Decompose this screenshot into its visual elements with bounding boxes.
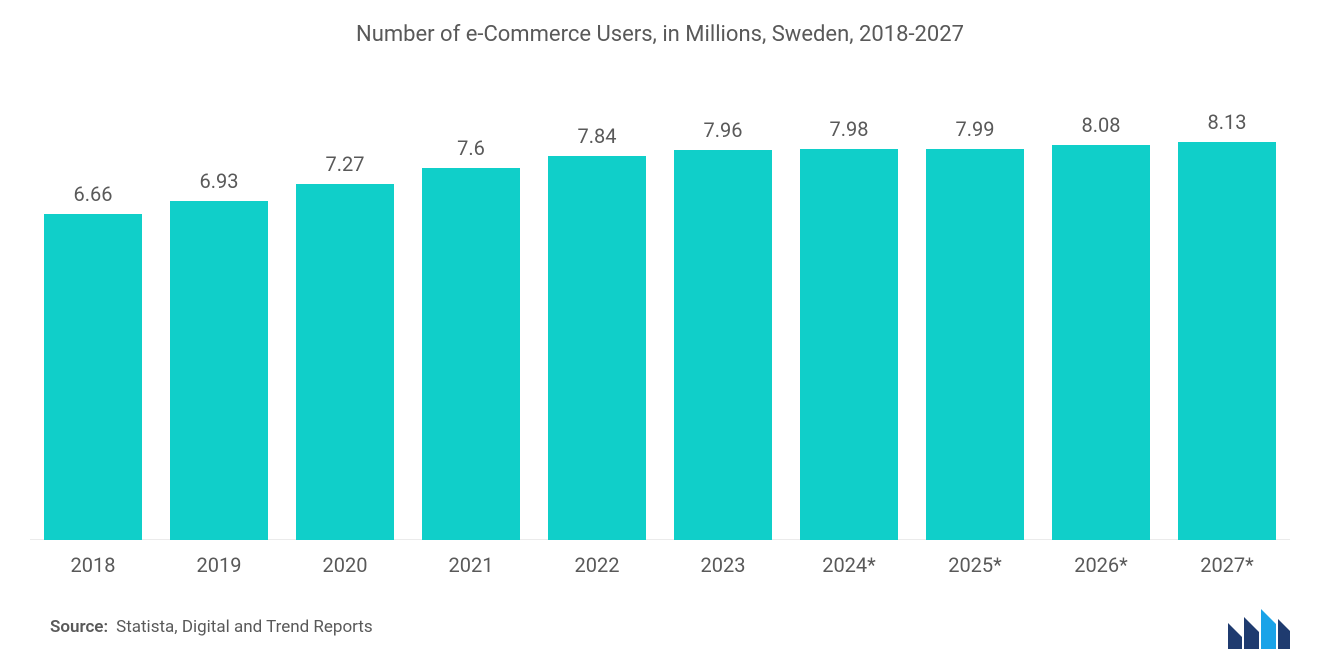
bar-group: 7.84 bbox=[534, 75, 660, 540]
x-axis-label: 2018 bbox=[30, 545, 156, 577]
chart-plot-area: 6.66 6.93 7.27 7.6 7.84 7.96 7.98 7.99 8.08 8.13 bbox=[30, 75, 1290, 540]
bar-value-label: 7.6 bbox=[457, 136, 485, 160]
source-footer: Source: Statista, Digital and Trend Repor… bbox=[50, 617, 373, 637]
bar-value-label: 7.98 bbox=[830, 117, 869, 141]
bar bbox=[1052, 145, 1150, 540]
bar-value-label: 8.13 bbox=[1208, 110, 1247, 134]
bar bbox=[548, 156, 646, 540]
bar bbox=[422, 168, 520, 540]
bar bbox=[926, 149, 1024, 540]
bar-value-label: 7.99 bbox=[956, 117, 995, 141]
x-axis-label: 2020 bbox=[282, 545, 408, 577]
bar bbox=[296, 184, 394, 540]
bar bbox=[44, 214, 142, 540]
bar-group: 7.27 bbox=[282, 75, 408, 540]
bar-group: 7.96 bbox=[660, 75, 786, 540]
bar bbox=[1178, 142, 1276, 540]
x-axis-label: 2022 bbox=[534, 545, 660, 577]
bar-value-label: 7.96 bbox=[704, 118, 743, 142]
x-axis-label: 2025* bbox=[912, 545, 1038, 577]
bar bbox=[800, 149, 898, 540]
x-axis-label: 2021 bbox=[408, 545, 534, 577]
bar-group: 8.08 bbox=[1038, 75, 1164, 540]
bar-value-label: 8.08 bbox=[1082, 113, 1121, 137]
chart-title: Number of e-Commerce Users, in Millions,… bbox=[0, 0, 1320, 47]
x-axis-label: 2026* bbox=[1038, 545, 1164, 577]
bar-value-label: 6.93 bbox=[200, 169, 239, 193]
bar-value-label: 7.27 bbox=[326, 152, 365, 176]
brand-logo-icon bbox=[1228, 607, 1290, 649]
bar-value-label: 6.66 bbox=[74, 182, 113, 206]
bar-group: 6.66 bbox=[30, 75, 156, 540]
bar-group: 7.99 bbox=[912, 75, 1038, 540]
x-axis-label: 2023 bbox=[660, 545, 786, 577]
bar-group: 6.93 bbox=[156, 75, 282, 540]
x-axis-label: 2019 bbox=[156, 545, 282, 577]
x-axis-label: 2024* bbox=[786, 545, 912, 577]
bar-group: 8.13 bbox=[1164, 75, 1290, 540]
bar-group: 7.98 bbox=[786, 75, 912, 540]
source-label: Source: bbox=[50, 617, 108, 637]
bar-group: 7.6 bbox=[408, 75, 534, 540]
x-axis: 2018201920202021202220232024*2025*2026*2… bbox=[30, 544, 1290, 577]
bar bbox=[674, 150, 772, 540]
x-axis-label: 2027* bbox=[1164, 545, 1290, 577]
bar bbox=[170, 201, 268, 540]
bar-value-label: 7.84 bbox=[578, 124, 617, 148]
source-text: Statista, Digital and Trend Reports bbox=[116, 617, 373, 637]
